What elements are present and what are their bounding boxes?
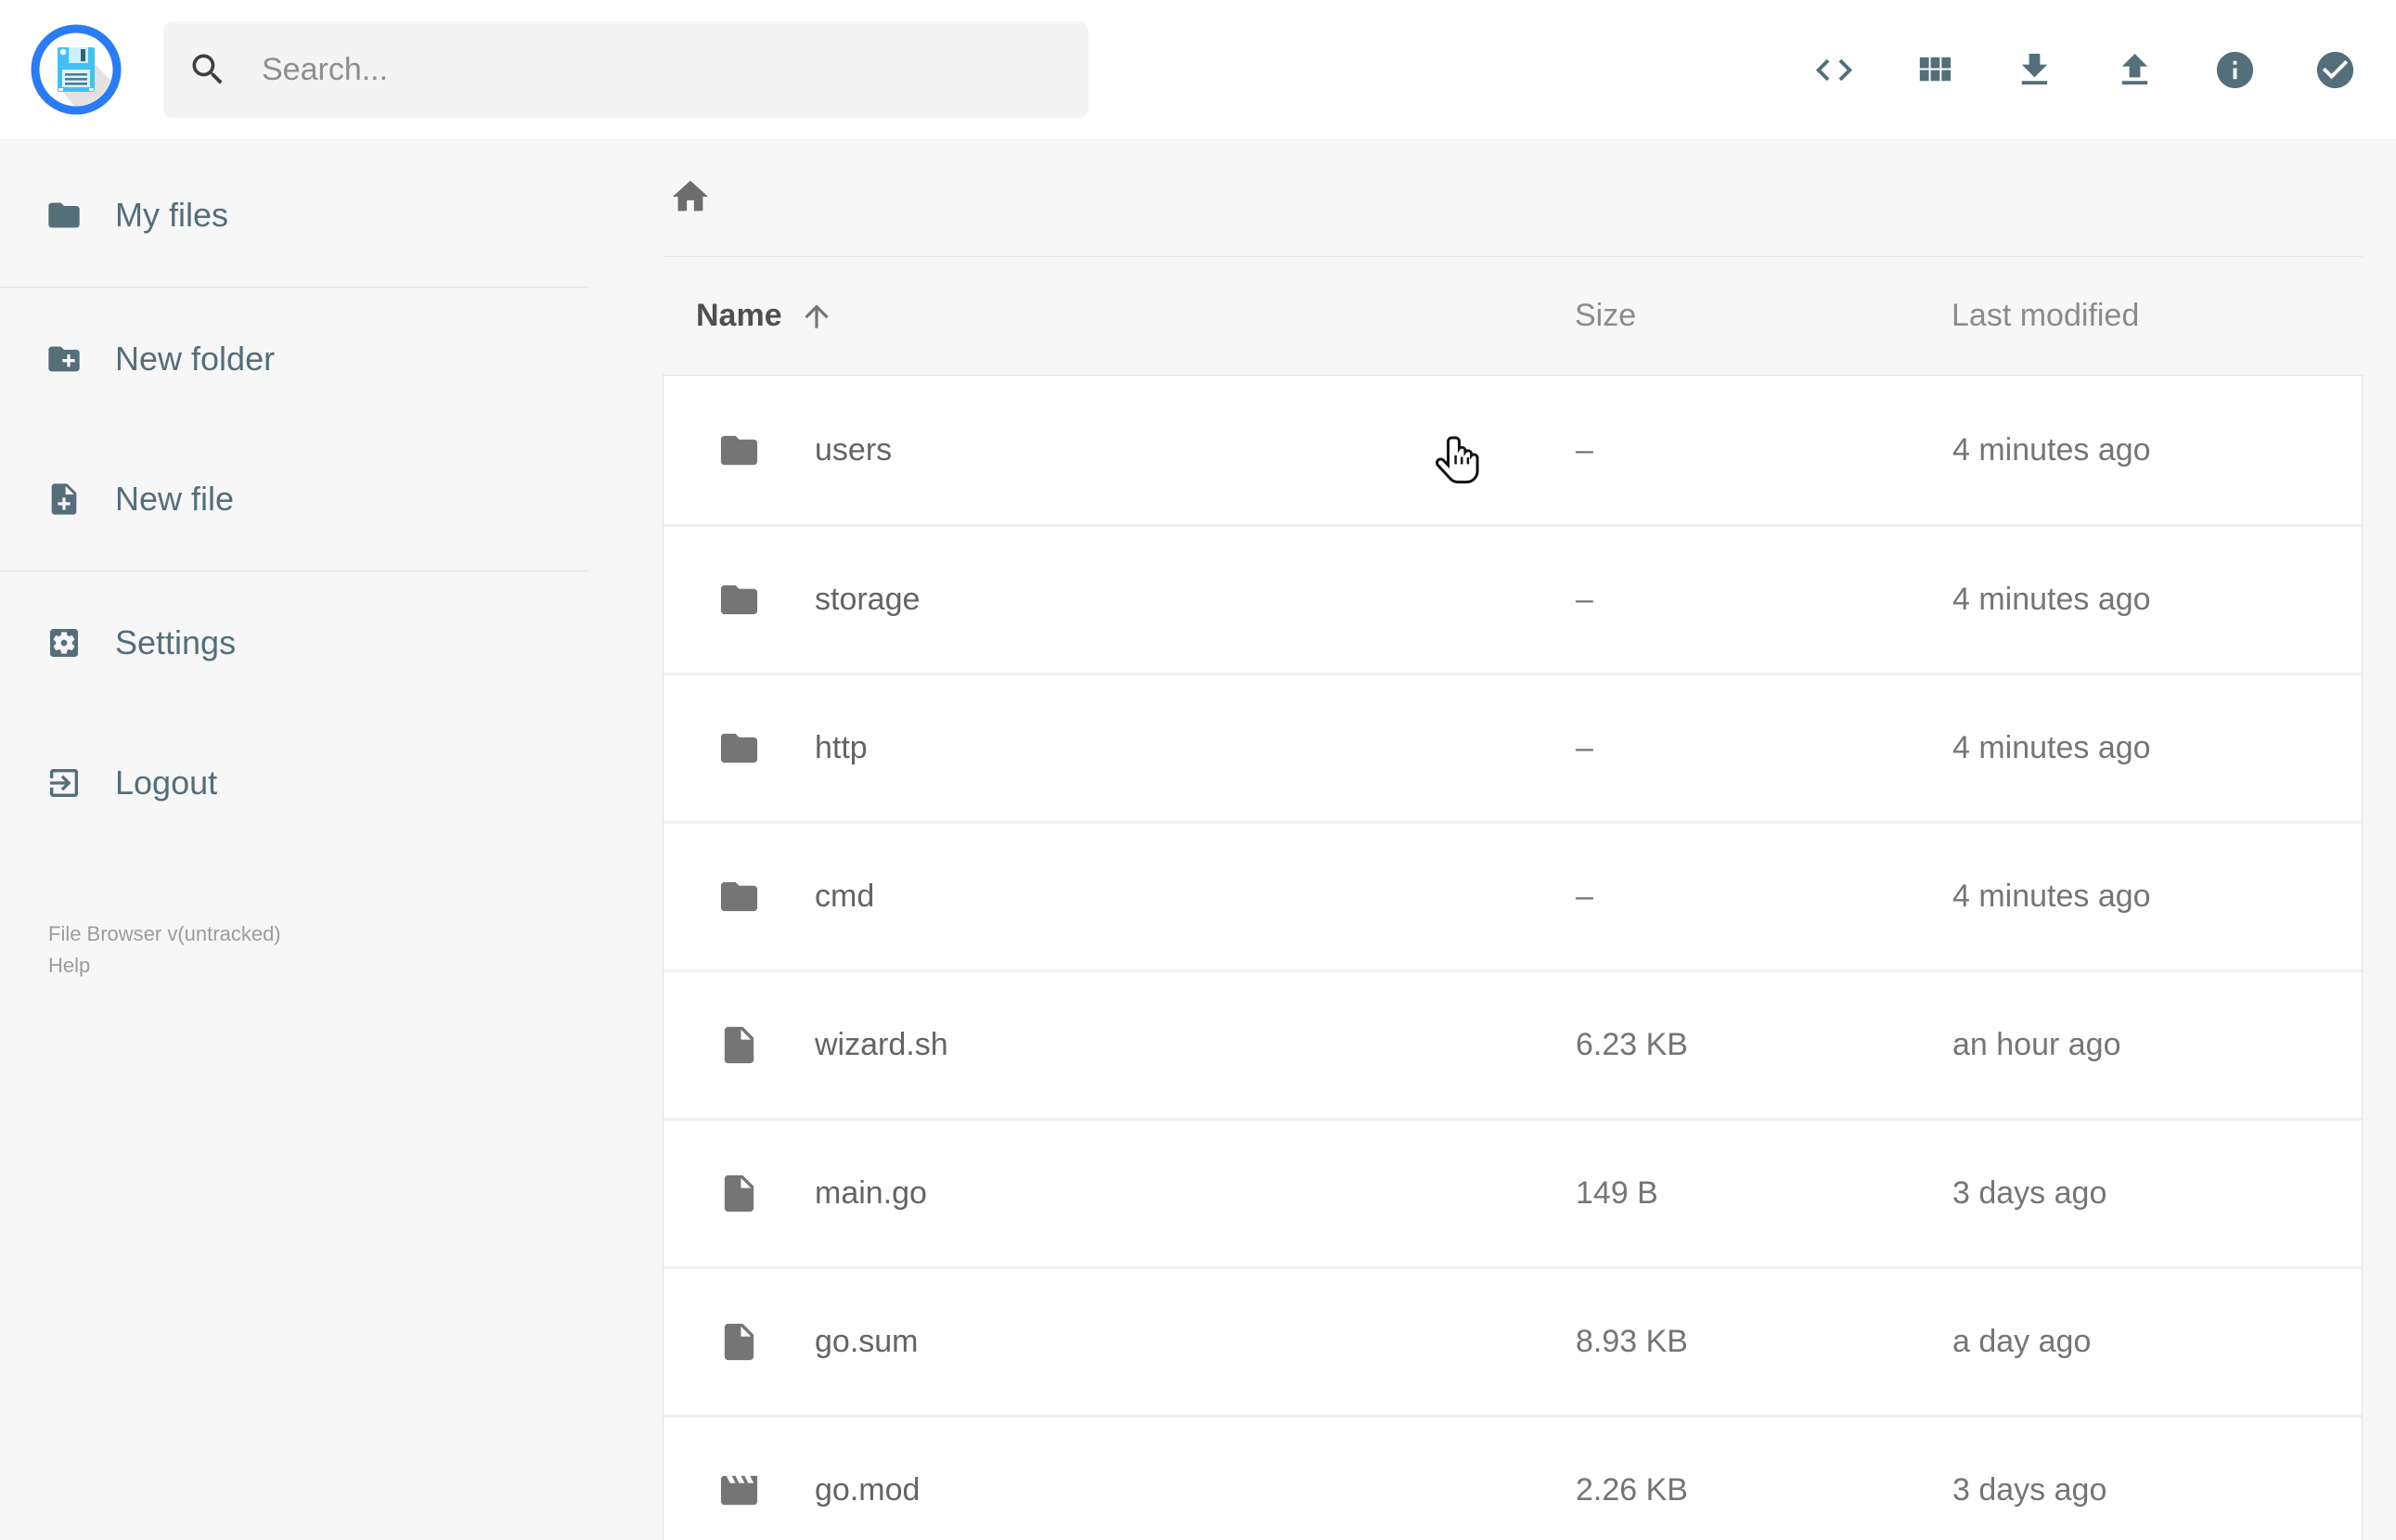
file-listing-area: Name Size Last modified users – 4 minutes … <box>588 139 2396 1540</box>
code-icon <box>1812 48 1856 92</box>
row-modified: 4 minutes ago <box>1952 730 2151 765</box>
raw-view-button[interactable] <box>1812 48 1856 92</box>
row-modified: an hour ago <box>1952 1027 2121 1062</box>
logout-icon <box>45 764 83 802</box>
row-modified: 4 minutes ago <box>1952 879 2151 914</box>
home-icon <box>669 175 712 218</box>
switch-view-button[interactable] <box>1913 48 1956 92</box>
folder-row-cmd[interactable]: cmd – 4 minutes ago <box>663 821 2362 969</box>
row-modified: 3 days ago <box>1952 1175 2107 1211</box>
folder-icon <box>717 726 761 770</box>
row-modified: 3 days ago <box>1952 1472 2107 1508</box>
upload-icon <box>2113 48 2157 92</box>
file-row-wizard.sh[interactable]: wizard.sh 6.23 KB an hour ago <box>663 969 2362 1118</box>
row-icon-cell <box>663 726 815 770</box>
column-name-label: Name <box>696 298 782 333</box>
row-modified: a day ago <box>1952 1324 2092 1359</box>
sidebar-item-my-files[interactable]: My files <box>0 168 588 263</box>
row-modified: 4 minutes ago <box>1952 582 2151 617</box>
row-name: go.sum <box>815 1324 919 1359</box>
search-icon <box>187 49 228 90</box>
file-row-go.sum[interactable]: go.sum 8.93 KB a day ago <box>663 1266 2362 1415</box>
sidebar: My files New folder New file Settings Logout… <box>0 139 588 1540</box>
download-button[interactable] <box>2013 48 2056 92</box>
search-bar[interactable] <box>163 21 1089 118</box>
column-header-modified[interactable]: Last modified <box>1952 298 2140 333</box>
row-name: http <box>815 730 868 765</box>
file-list: users – 4 minutes ago storage – 4 minutes ago… <box>663 375 2363 1540</box>
sidebar-item-settings[interactable]: Settings <box>0 596 588 690</box>
sidebar-item-new-file[interactable]: New file <box>0 452 588 546</box>
row-size: 2.26 KB <box>1576 1472 1688 1508</box>
sidebar-divider <box>0 287 588 288</box>
row-name: wizard.sh <box>815 1027 948 1062</box>
home-button[interactable] <box>669 175 712 221</box>
listing-header: Name Size Last modified <box>663 257 2363 375</box>
folder-row-http[interactable]: http – 4 minutes ago <box>663 673 2362 821</box>
search-input[interactable] <box>262 51 1060 88</box>
row-name: go.mod <box>815 1472 921 1508</box>
row-name: main.go <box>815 1175 927 1211</box>
row-size: – <box>1576 582 1593 617</box>
select-multiple-button[interactable] <box>2313 48 2357 92</box>
sidebar-item-label: My files <box>115 196 229 234</box>
sidebar-item-label: New folder <box>115 340 276 378</box>
sidebar-item-label: New file <box>115 480 235 518</box>
new-file-icon <box>45 481 83 518</box>
row-icon-cell <box>663 1172 815 1215</box>
grid-icon <box>1913 48 1956 92</box>
folder-row-users[interactable]: users – 4 minutes ago <box>663 376 2362 524</box>
file-icon <box>717 1023 761 1067</box>
row-size: – <box>1576 431 1593 468</box>
file-icon <box>717 1172 761 1215</box>
app-version-label: File Browser v(untracked) <box>48 922 281 945</box>
file-icon <box>717 1320 761 1364</box>
top-bar <box>0 0 2396 139</box>
movie-icon <box>717 1469 761 1512</box>
sidebar-item-logout[interactable]: Logout <box>0 736 588 830</box>
sidebar-footer: File Browser v(untracked) Help <box>48 918 281 982</box>
floppy-disk-logo-icon <box>31 24 122 115</box>
row-size: 149 B <box>1576 1175 1658 1211</box>
toolbar-actions <box>1812 0 2357 139</box>
folder-row-storage[interactable]: storage – 4 minutes ago <box>663 524 2362 673</box>
info-icon <box>2213 48 2257 92</box>
breadcrumb <box>663 139 2363 257</box>
folder-icon <box>717 875 761 918</box>
upload-button[interactable] <box>2113 48 2157 92</box>
sidebar-item-new-folder[interactable]: New folder <box>0 312 588 406</box>
file-row-go.mod[interactable]: go.mod 2.26 KB 3 days ago <box>663 1415 2362 1540</box>
check-circle-icon <box>2313 48 2357 92</box>
column-header-size[interactable]: Size <box>1575 298 1637 333</box>
row-name: cmd <box>815 879 875 914</box>
help-link[interactable]: Help <box>48 954 91 977</box>
row-icon-cell <box>663 429 815 472</box>
folder-icon <box>717 429 761 472</box>
row-name: users <box>815 431 893 468</box>
row-icon-cell <box>663 1320 815 1364</box>
row-size: 6.23 KB <box>1576 1027 1688 1062</box>
new-folder-icon <box>45 340 83 378</box>
row-icon-cell <box>663 875 815 918</box>
row-modified: 4 minutes ago <box>1952 431 2151 468</box>
row-icon-cell <box>663 1023 815 1067</box>
row-name: storage <box>815 582 921 617</box>
info-button[interactable] <box>2213 48 2257 92</box>
file-row-main.go[interactable]: main.go 149 B 3 days ago <box>663 1118 2362 1266</box>
settings-icon <box>45 624 83 661</box>
download-icon <box>2013 48 2056 92</box>
row-icon-cell <box>663 578 815 622</box>
column-header-name[interactable]: Name <box>696 298 1575 334</box>
app-logo[interactable] <box>30 23 122 116</box>
folder-icon <box>717 578 761 622</box>
row-size: – <box>1576 879 1593 914</box>
sidebar-item-label: Logout <box>115 764 218 802</box>
folder-icon <box>45 197 83 234</box>
row-size: 8.93 KB <box>1576 1324 1688 1359</box>
sidebar-item-label: Settings <box>115 623 237 661</box>
sort-asc-icon <box>799 299 834 334</box>
row-size: – <box>1576 730 1593 765</box>
row-icon-cell <box>663 1469 815 1512</box>
